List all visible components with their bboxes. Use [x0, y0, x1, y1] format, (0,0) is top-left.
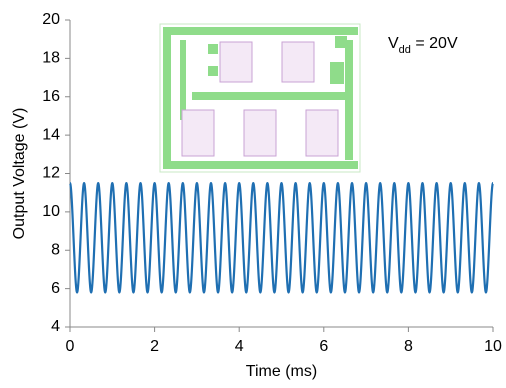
y-axis-label: Output Voltage (V) — [11, 108, 28, 240]
y-tick-label: 12 — [42, 165, 60, 182]
y-tick-label: 18 — [42, 50, 60, 67]
y-tick-label: 20 — [42, 11, 60, 28]
y-tick-label: 16 — [42, 88, 60, 105]
line-series — [70, 183, 493, 292]
x-tick-label: 10 — [484, 338, 502, 355]
y-tick-label: 14 — [42, 126, 60, 143]
x-tick-label: 4 — [235, 338, 244, 355]
x-tick-label: 6 — [319, 338, 328, 355]
y-tick-label: 8 — [51, 241, 60, 258]
x-tick-label: 2 — [150, 338, 159, 355]
x-tick-label: 0 — [66, 338, 75, 355]
annotation: Vdd = 20V — [388, 35, 458, 56]
annotation-part: V — [388, 35, 399, 52]
annotation-part: = 20V — [411, 35, 458, 52]
y-tick-label: 4 — [51, 318, 60, 335]
x-axis-label: Time (ms) — [246, 363, 317, 380]
chip-inset — [160, 24, 360, 172]
annotation-part: dd — [399, 44, 411, 56]
y-tick-label: 6 — [51, 280, 60, 297]
y-tick-label: 10 — [42, 203, 60, 220]
x-tick-label: 8 — [404, 338, 413, 355]
chart: 4 6 8 10 12 14 16 18 20 0 2 4 6 8 10 Time (ms) Output Vo… — [0, 0, 506, 383]
